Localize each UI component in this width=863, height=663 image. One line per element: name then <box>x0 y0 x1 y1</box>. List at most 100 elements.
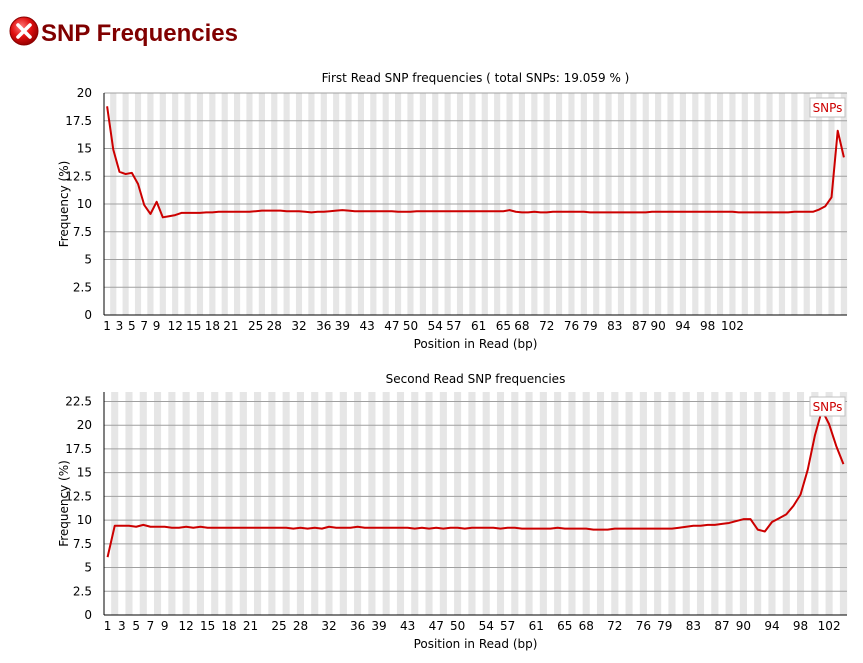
y-tick-label: 15 <box>77 466 92 480</box>
chart-title: First Read SNP frequencies ( total SNPs:… <box>322 71 630 85</box>
legend-label: SNPs <box>813 400 843 414</box>
x-tick-label: 50 <box>450 619 465 633</box>
legend-label: SNPs <box>813 101 843 115</box>
x-tick-label: 72 <box>539 319 554 333</box>
x-tick-label: 94 <box>675 319 690 333</box>
x-tick-label: 98 <box>793 619 808 633</box>
x-tick-label: 15 <box>200 619 215 633</box>
x-tick-label: 68 <box>579 619 594 633</box>
x-tick-label: 54 <box>428 319 443 333</box>
page-header: SNP Frequencies <box>0 0 863 60</box>
x-tick-label: 1 <box>104 619 112 633</box>
y-tick-label: 5 <box>84 561 92 575</box>
plot-background <box>104 392 848 615</box>
x-tick-label: 18 <box>221 619 236 633</box>
x-tick-label: 15 <box>186 319 201 333</box>
series-line-snps <box>106 409 845 558</box>
y-axis-label: Frequency (%) <box>57 161 71 248</box>
y-tick-label: 0 <box>84 608 92 622</box>
x-tick-label: 9 <box>161 619 169 633</box>
x-axis-label: Position in Read (bp) <box>414 637 538 651</box>
x-tick-label: 32 <box>291 319 306 333</box>
y-tick-label: 20 <box>77 418 92 432</box>
x-tick-label: 65 <box>557 619 572 633</box>
x-tick-label: 25 <box>271 619 286 633</box>
y-tick-label: 12.5 <box>65 489 92 503</box>
x-tick-label: 57 <box>500 619 515 633</box>
x-tick-label: 36 <box>316 319 331 333</box>
y-axis-label: Frequency (%) <box>57 460 71 547</box>
y-tick-label: 22.5 <box>65 394 92 408</box>
x-tick-label: 5 <box>128 319 136 333</box>
x-tick-label: 83 <box>607 319 622 333</box>
x-tick-label: 61 <box>529 619 544 633</box>
y-tick-label: 10 <box>77 513 92 527</box>
x-tick-label: 3 <box>116 319 124 333</box>
x-tick-label: 57 <box>446 319 461 333</box>
x-tick-label: 36 <box>350 619 365 633</box>
x-tick-label: 18 <box>205 319 220 333</box>
x-tick-label: 12 <box>168 319 183 333</box>
y-tick-label: 12.5 <box>65 169 92 183</box>
legend: SNPs <box>809 396 846 417</box>
x-axis-label: Position in Read (bp) <box>414 337 538 351</box>
x-tick-label: 5 <box>132 619 140 633</box>
y-tick-label: 15 <box>77 142 92 156</box>
x-tick-label: 90 <box>736 619 751 633</box>
y-tick-label: 7.5 <box>73 225 92 239</box>
x-tick-label: 65 <box>496 319 511 333</box>
series-line-snps <box>106 106 845 219</box>
x-tick-label: 21 <box>243 619 258 633</box>
first-read-snp-chart: First Read SNP frequencies ( total SNPs:… <box>0 62 863 354</box>
x-tick-label: 94 <box>764 619 779 633</box>
x-tick-label: 7 <box>140 319 148 333</box>
x-tick-label: 87 <box>714 619 729 633</box>
x-tick-label: 87 <box>632 319 647 333</box>
fail-x-icon <box>9 16 39 46</box>
second-read-snp-chart: Second Read SNP frequencies 0 2.5 5 7.5 10 12.… <box>0 362 863 658</box>
x-tick-label: 12 <box>179 619 194 633</box>
x-tick-label: 79 <box>657 619 672 633</box>
x-tick-label: 79 <box>582 319 597 333</box>
x-tick-label: 76 <box>564 319 579 333</box>
page-title: SNP Frequencies <box>41 20 238 47</box>
x-tick-label: 90 <box>651 319 666 333</box>
x-tick-label: 72 <box>607 619 622 633</box>
y-tick-label: 2.5 <box>73 280 92 294</box>
x-tick-label: 1 <box>103 319 111 333</box>
x-tick-label: 28 <box>293 619 308 633</box>
x-tick-label: 7 <box>147 619 155 633</box>
legend: SNPs <box>809 97 846 118</box>
y-tick-label: 0 <box>84 308 92 322</box>
x-tick-label: 43 <box>360 319 375 333</box>
x-tick-label: 76 <box>636 619 651 633</box>
x-tick-label: 25 <box>248 319 263 333</box>
x-tick-label: 98 <box>700 319 715 333</box>
y-tick-label: 17.5 <box>65 442 92 456</box>
x-tick-label: 54 <box>479 619 494 633</box>
x-tick-label: 28 <box>267 319 282 333</box>
y-tick-label: 7.5 <box>73 537 92 551</box>
x-tick-label: 47 <box>429 619 444 633</box>
y-tick-label: 17.5 <box>65 114 92 128</box>
chart-title: Second Read SNP frequencies <box>386 372 566 386</box>
x-tick-label: 21 <box>223 319 238 333</box>
chart-svg: First Read SNP frequencies ( total SNPs:… <box>57 71 848 351</box>
x-tick-label: 39 <box>371 619 386 633</box>
x-tick-label: 43 <box>400 619 415 633</box>
x-tick-label: 61 <box>471 319 486 333</box>
x-tick-label: 102 <box>818 619 841 633</box>
x-tick-label: 83 <box>686 619 701 633</box>
x-tick-label: 68 <box>514 319 529 333</box>
x-tick-label: 32 <box>321 619 336 633</box>
x-tick-label: 3 <box>118 619 126 633</box>
y-tick-label: 2.5 <box>73 584 92 598</box>
x-tick-label: 9 <box>153 319 161 333</box>
y-tick-label: 10 <box>77 197 92 211</box>
y-tick-label: 5 <box>84 253 92 267</box>
chart-svg: Second Read SNP frequencies 0 2.5 5 7.5 10 12.… <box>57 372 848 651</box>
y-tick-label: 20 <box>77 86 92 100</box>
x-tick-label: 47 <box>384 319 399 333</box>
x-tick-label: 50 <box>403 319 418 333</box>
x-tick-label: 102 <box>721 319 744 333</box>
